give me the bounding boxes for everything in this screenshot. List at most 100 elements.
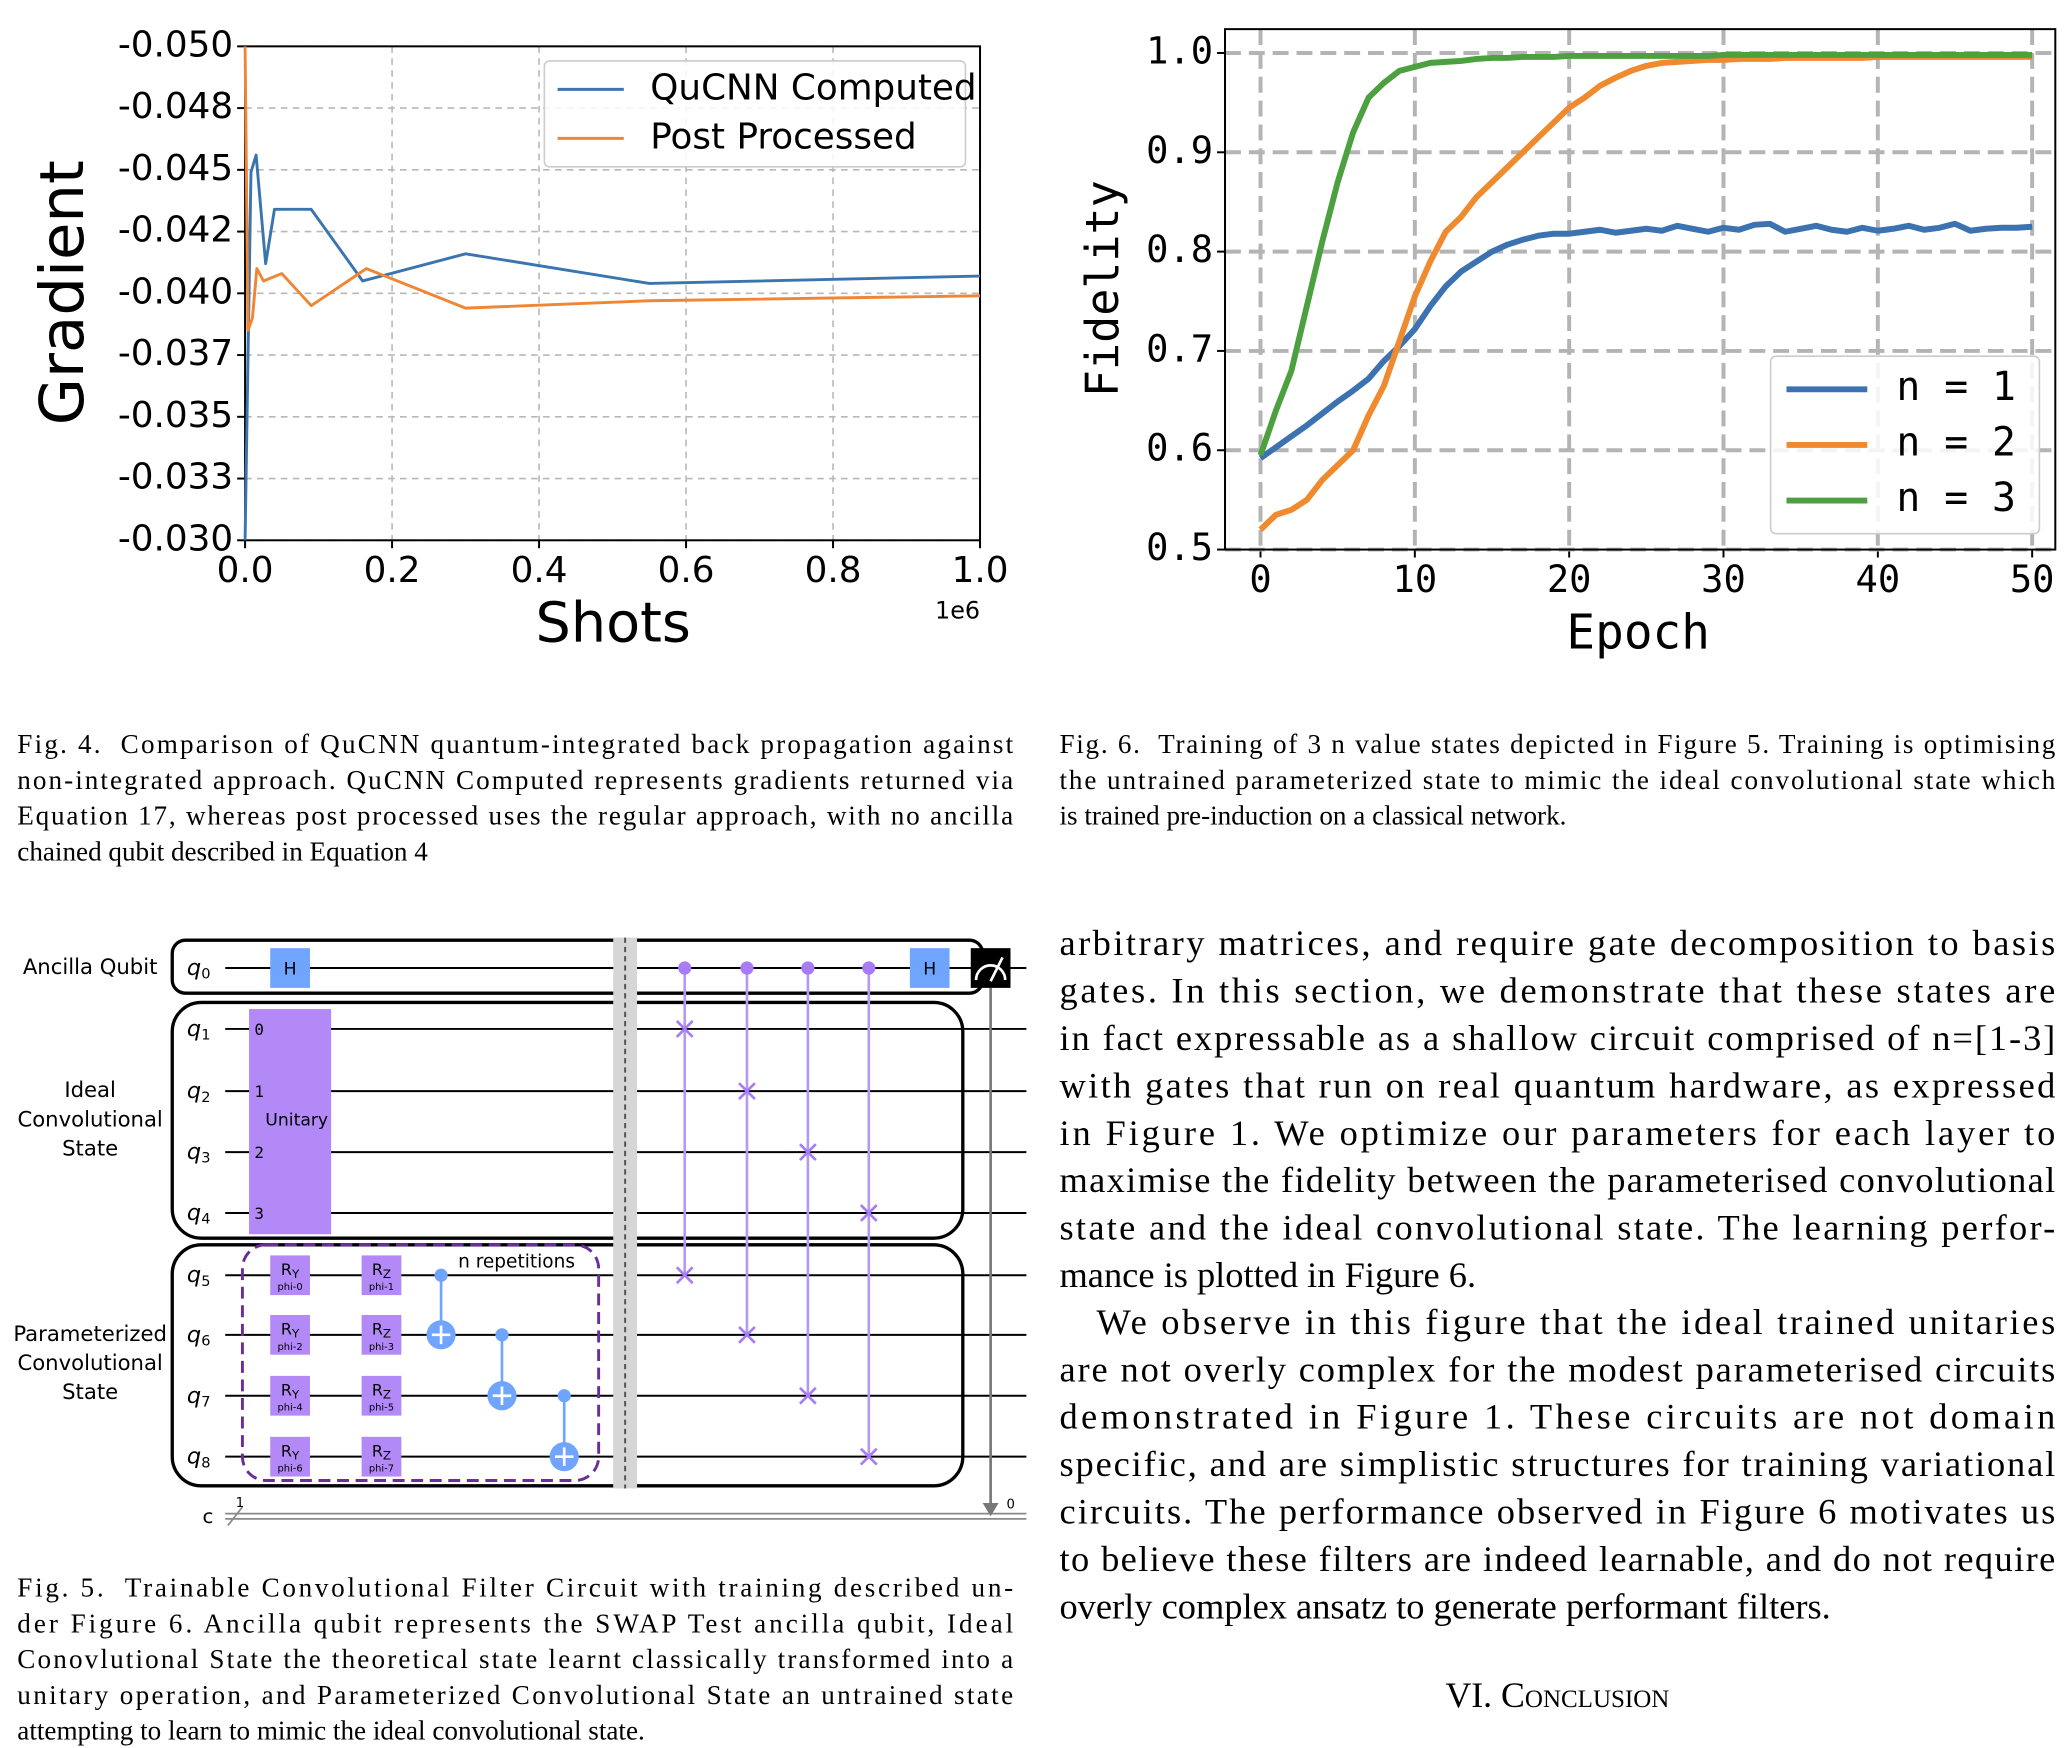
rz-label: RZ [372,1319,391,1340]
caption-line: Equation 17, whereas post processed uses… [17,801,1013,831]
rz-base: R [372,1441,383,1460]
register-box [170,1000,965,1240]
unitary-port: 3 [254,1204,264,1223]
y-tick-label: -0.048 [118,86,233,127]
y-tick-label: 0.6 [1146,427,1213,470]
caption-line: Fig. 5. Trainable Convolutional Filter C… [17,1573,1013,1603]
register-label: Convolutional [17,1106,162,1131]
body-line: to believe these filters are indeed lear… [1059,1539,2055,1579]
plot-frame [1224,28,2057,551]
y-tick-label: -0.045 [118,148,233,189]
qubit-name: q [187,1321,201,1347]
qubit-index: 1 [201,1027,210,1044]
body-line: mance is plotted in Figure 6. [1059,1255,1476,1295]
rz-sub: Z [383,1266,391,1280]
rz-base: R [372,1380,383,1399]
ry-label: RY [281,1319,300,1340]
y-tick-label: -0.040 [118,271,233,312]
body-line: maximise the fidelity between the parame… [1059,1160,2055,1200]
x-tick-label: 50 [2010,558,2055,601]
qubit-index: 3 [201,1150,210,1167]
body-line: with gates that run on real quantum hard… [1059,1065,2055,1105]
param-label: phi-4 [277,1403,302,1414]
legend-label: n = 3 [1896,475,2016,521]
rz-label: RZ [372,1441,391,1462]
qubit-index: 7 [201,1393,210,1410]
swap-cross [859,1204,878,1222]
qubit-index: 2 [201,1089,210,1106]
swap-cross [738,1325,756,1344]
unitary-port: 2 [254,1143,264,1162]
y-tick-label: -0.050 [118,24,233,65]
legend-label: QuCNN Computed [650,67,976,108]
ry-sub: Y [291,1448,300,1462]
y-tick-label: 0.5 [1146,526,1213,569]
cnot-plus [431,1325,451,1345]
ry-label: RY [281,1380,300,1401]
register-label: Convolutional [17,1350,162,1375]
measure-arrow [982,1503,999,1517]
ry-sub: Y [291,1387,300,1401]
qubit-name: q [187,955,201,981]
qubit-label: q8 [187,1443,211,1471]
x-axis-label: Epoch [1566,606,1709,661]
legend-box [1769,355,2041,535]
qubit-label: q3 [187,1139,211,1167]
param-label: phi-1 [369,1282,394,1293]
y-tick-label: -0.035 [118,395,233,436]
caption-line: unitary operation, and Parameterized Con… [17,1680,1013,1710]
rz-base: R [372,1259,383,1278]
caption-line: Conovlutional State the theoretical stat… [17,1644,1013,1674]
param-label: phi-6 [277,1464,302,1475]
ry-base: R [281,1259,292,1278]
ry-base: R [281,1441,292,1460]
param-label: phi-0 [277,1282,302,1293]
qubit-name: q [187,1015,201,1041]
cnot-control [495,1328,509,1342]
barrier [613,937,638,1489]
qubit-label: q1 [187,1015,211,1043]
chart: 0.0 0.2 0.4 0.6 0.8 1.0 -0.050 -0.048 -0.045 -0.0… [27,24,1009,655]
rz-gate [361,1314,402,1355]
ry-sub: Y [291,1326,300,1340]
body-line: gates. In this section, we demonstrate t… [1059,971,2055,1011]
y-axis-label: Fidelity [1076,180,1129,397]
caption-line: Fig. 4. Comparison of QuCNN quantum-inte… [17,729,1013,759]
h-gate [909,948,950,988]
param-label: phi-3 [369,1342,394,1353]
qubit-label: q5 [187,1262,211,1290]
register-label: State [62,1379,118,1404]
circuit: Ancilla Qubit Ideal Convolutional State Para… [13,937,1027,1528]
unitary-label: Unitary [265,1110,328,1130]
x-tick-label: 40 [1856,558,1901,601]
legend-label: n = 2 [1896,419,2016,465]
caption-line: is trained pre-induction on a classical … [1059,801,1566,831]
measure-gate [970,948,1011,988]
x-axis-label: Shots [536,591,691,656]
repetition-box [240,1243,601,1482]
y-tick-label: -0.037 [118,333,233,374]
h-gate-label: H [923,959,936,979]
body-line: in fact expressable as a shallow circuit… [1059,1018,2055,1058]
rz-sub: Z [383,1448,391,1462]
y-axis-label: Gradient [27,160,98,425]
ry-gate [270,1255,310,1296]
chart: 0 10 20 30 40 50 0.5 0.6 0.7 0.8 0.9 1.0 Fidelity Epo… [1076,28,2057,661]
register-label: Ideal [64,1077,116,1102]
y-tick-label: -0.030 [118,518,233,559]
series-line [243,46,981,332]
register-label: Parameterized [13,1321,167,1346]
x-tick-label: 20 [1547,558,1592,601]
caption-line: non-integrated approach. QuCNN Computed … [17,765,1013,795]
qubit-label: q2 [187,1078,211,1106]
qubit-name: q [187,1078,201,1104]
plot-frame [244,45,982,542]
body-line: in Figure 1. We optimize our parameters … [1059,1113,2055,1153]
body-line: We observe in this figure that the ideal… [1097,1302,2056,1342]
y-tick-label: -0.042 [118,210,233,251]
qubit-name: q [187,1443,201,1469]
rz-gate [361,1375,402,1416]
register-label: Ancilla Qubit [23,954,158,979]
rz-gate [361,1255,402,1296]
h-gate [270,948,310,988]
